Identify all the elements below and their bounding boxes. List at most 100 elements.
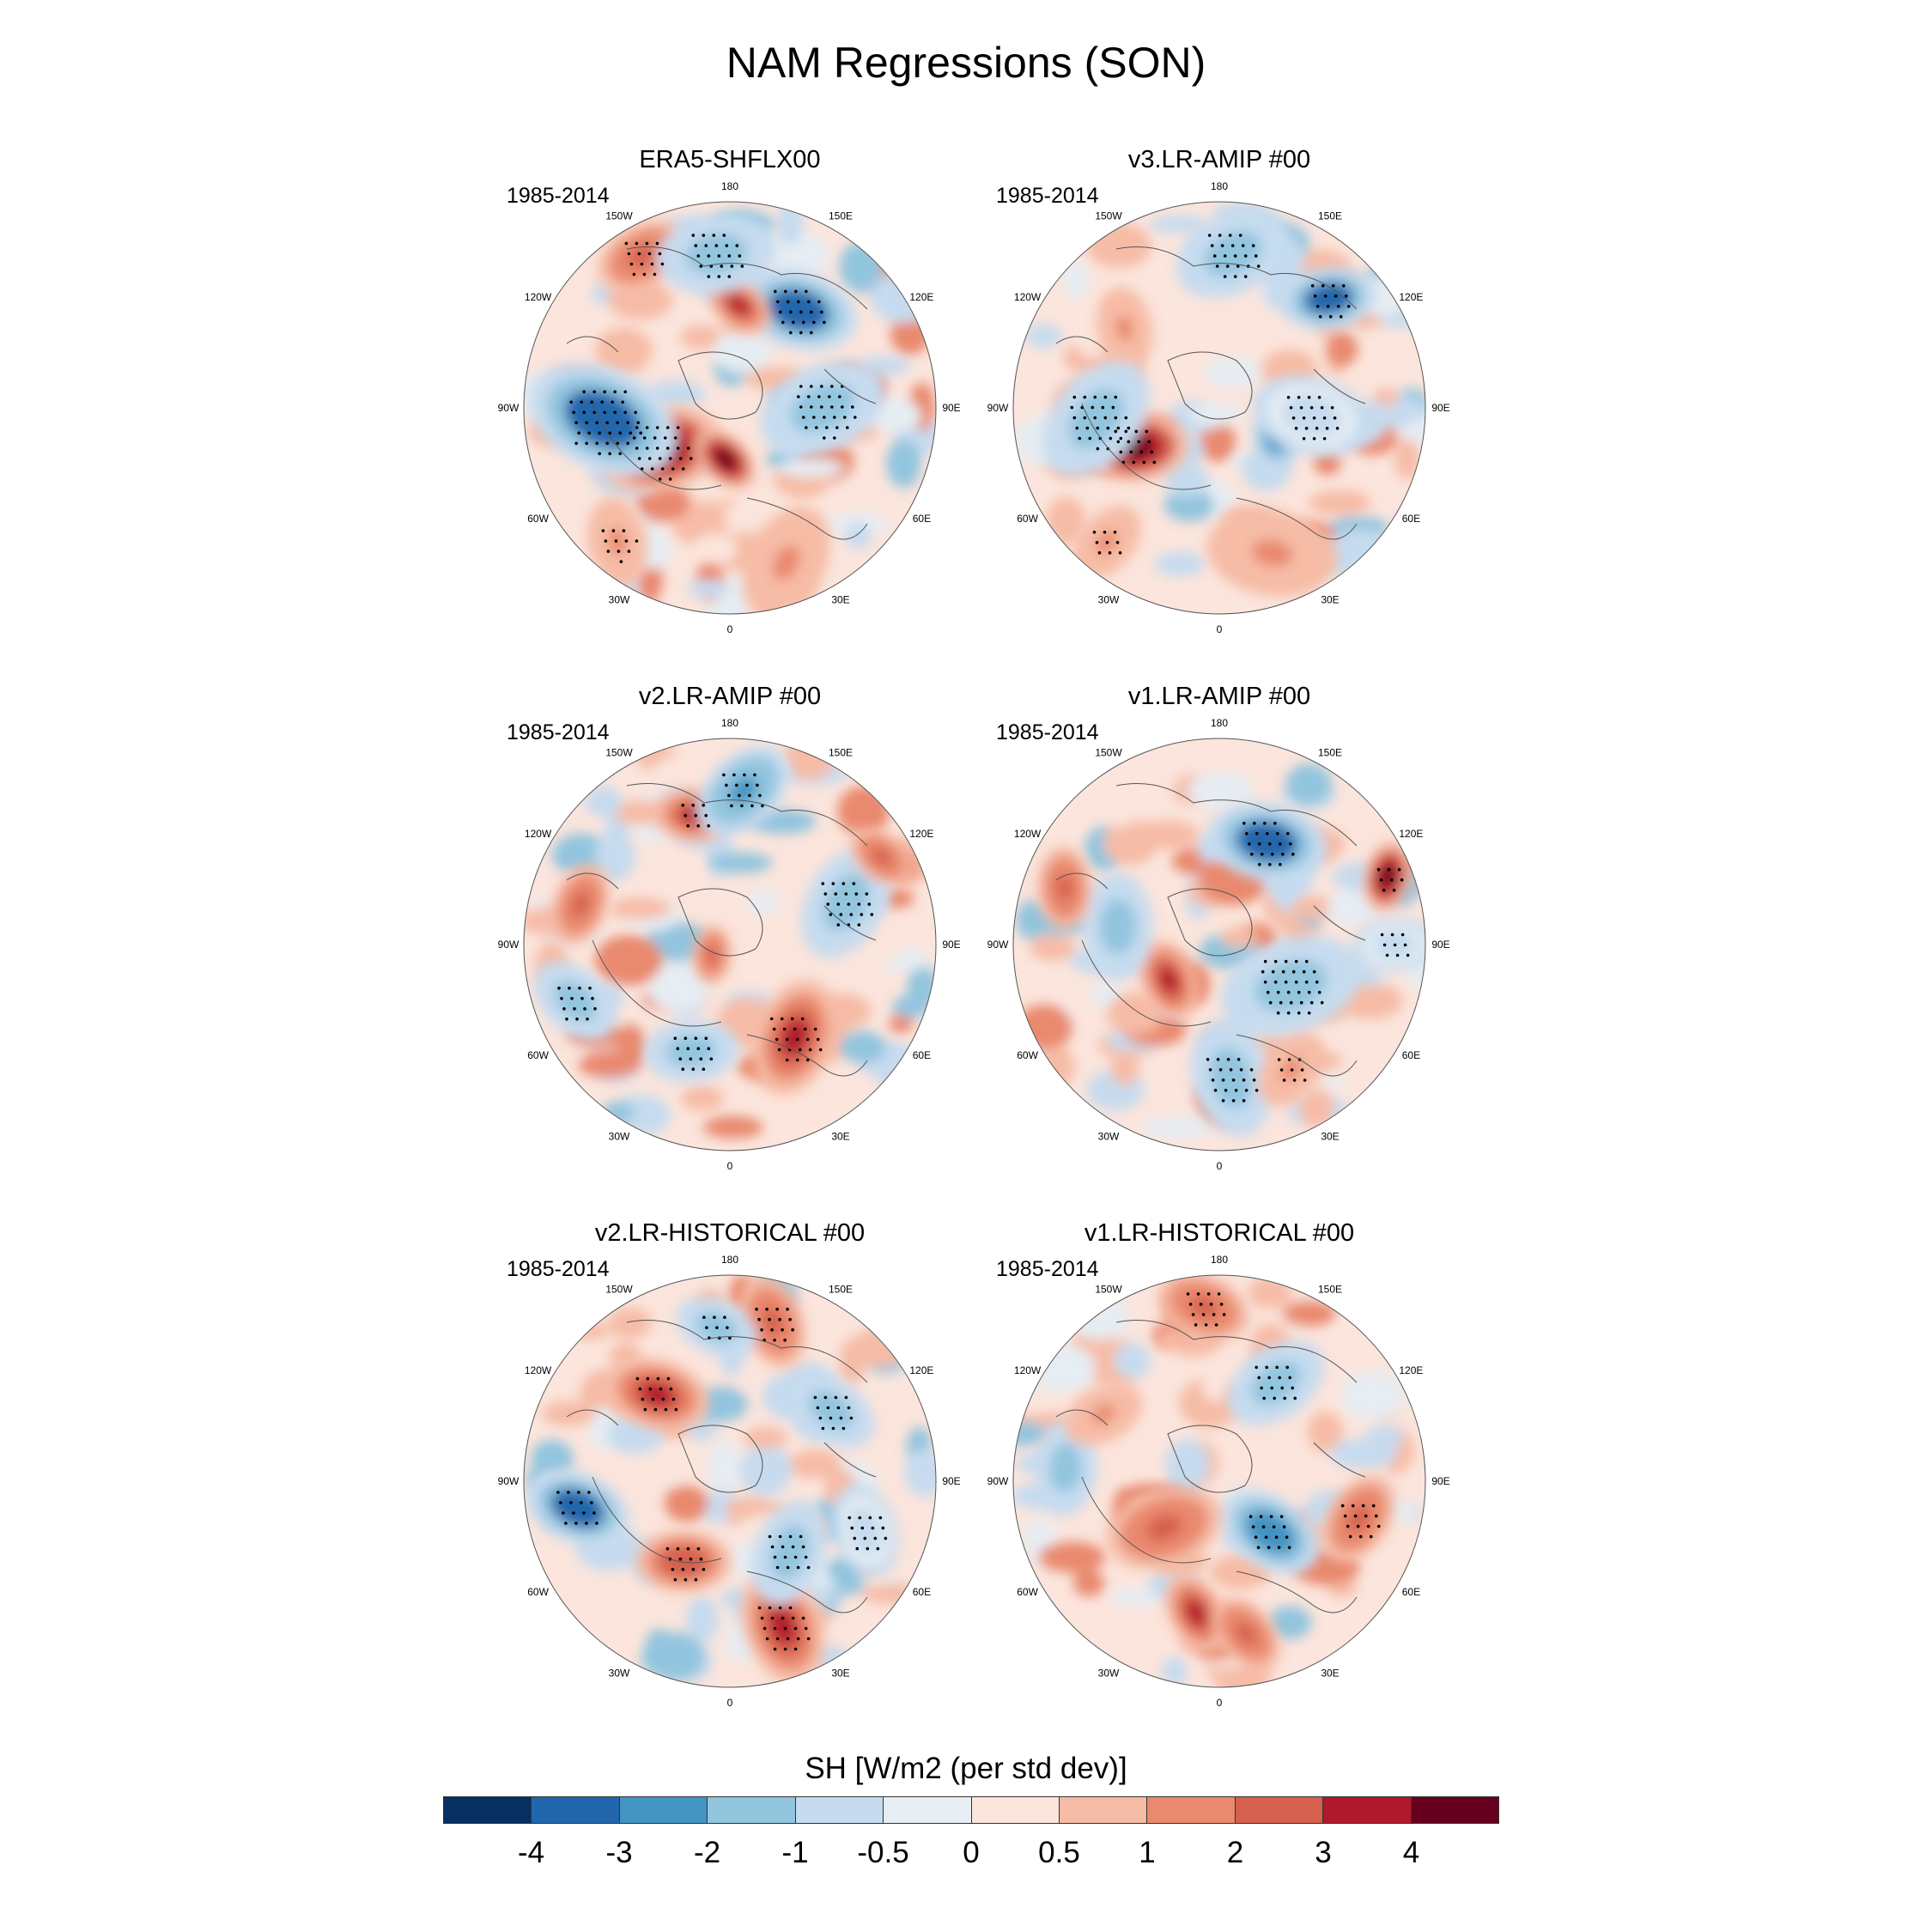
coastline xyxy=(1236,497,1358,540)
colorbar-tick-label: 1 xyxy=(1139,1836,1156,1869)
longitude-label: 30E xyxy=(831,593,849,605)
stipple-dot xyxy=(1106,426,1110,430)
colorbar-swatch xyxy=(971,1797,1060,1823)
stipple-dot xyxy=(802,416,805,419)
stipple-dot xyxy=(1315,980,1319,984)
stipple-dot xyxy=(1256,264,1261,268)
stipple-dot xyxy=(1268,842,1272,846)
stipple-dot xyxy=(1351,1504,1355,1508)
stipple-dot xyxy=(699,1057,703,1060)
field-layer xyxy=(524,738,936,1151)
anomaly-feature xyxy=(780,297,817,323)
stipple-dot xyxy=(1214,1323,1218,1327)
stipple-dot xyxy=(1291,1386,1294,1390)
field-layer xyxy=(1013,1275,1425,1687)
stipple-dot xyxy=(1256,1546,1261,1549)
stipple-dot xyxy=(1333,416,1337,420)
stipple-dot xyxy=(1255,1089,1259,1092)
stipple-dot xyxy=(702,1067,706,1071)
feature-layer xyxy=(526,1275,899,1685)
stipple-dot xyxy=(634,410,637,415)
stipple-dot xyxy=(1260,1386,1263,1390)
coastline xyxy=(823,1442,877,1478)
stipple-dot xyxy=(850,1526,854,1530)
stipple-dot xyxy=(1299,1000,1303,1005)
stipple-dot xyxy=(1070,405,1074,410)
stipple-dot xyxy=(1105,541,1109,544)
longitude-label: 120W xyxy=(525,291,552,303)
stipple-dot xyxy=(773,1555,777,1559)
stipple-dot xyxy=(655,426,659,429)
colorbar-swatch xyxy=(1235,1797,1324,1823)
stipple-dot xyxy=(578,987,581,990)
stipple-dot xyxy=(1340,1504,1345,1508)
longitude-label: 90E xyxy=(942,939,960,951)
coastlines xyxy=(1055,246,1366,540)
coastlines xyxy=(566,246,877,540)
stipple-dot xyxy=(617,550,621,553)
stipple-dot xyxy=(1097,551,1102,555)
stipple-dot xyxy=(1083,395,1087,399)
stipple-dot xyxy=(867,902,872,906)
stipple-dot xyxy=(1283,1396,1286,1400)
stipple-dot xyxy=(673,436,677,440)
stipple-dot xyxy=(717,275,721,278)
colorbar-tick-label: -3 xyxy=(605,1836,633,1869)
stipple-dot xyxy=(1103,395,1108,399)
stipple-dot xyxy=(1358,1534,1363,1539)
anomaly-blob xyxy=(671,848,702,896)
stipple-dot xyxy=(1207,234,1212,237)
stipple-dot xyxy=(681,804,684,807)
stipple-dot xyxy=(799,385,803,388)
stipple-dot xyxy=(1291,853,1295,856)
stipple-dot xyxy=(637,252,641,256)
coastline xyxy=(823,905,877,941)
stipple-dot xyxy=(756,783,759,787)
stipple-dot xyxy=(713,1315,716,1319)
stipple-dot xyxy=(727,275,732,278)
stipple-dot xyxy=(709,1057,714,1060)
stipple-dot xyxy=(1336,305,1340,308)
stipple-dot xyxy=(622,529,626,532)
stipple-dot xyxy=(1374,1514,1378,1518)
stipple-dot xyxy=(1270,1386,1273,1390)
stipple-dot xyxy=(580,400,583,404)
stipple-dot xyxy=(707,254,711,258)
stipple-dot xyxy=(595,1522,598,1525)
stipple-dot xyxy=(804,1626,808,1631)
significance-stipple xyxy=(556,1307,888,1651)
colorbar-tick-label: -1 xyxy=(781,1836,809,1869)
stipple-dot xyxy=(1353,1514,1358,1518)
stipple-dot xyxy=(704,244,708,247)
anomaly-blob xyxy=(708,852,773,873)
stipple-dot xyxy=(668,477,672,481)
stipple-dot xyxy=(1229,1068,1233,1072)
stipple-dot xyxy=(1271,969,1275,974)
stipple-dot xyxy=(1226,1058,1230,1061)
stipple-dot xyxy=(1230,244,1235,247)
stipple-dot xyxy=(720,264,724,268)
anomaly-blob xyxy=(757,944,789,975)
polar-map: 180 150E 120E 90E 60E 30E 0 30W 60W 90W 120W 150W xyxy=(987,717,1450,1172)
stipple-dot xyxy=(813,1027,817,1031)
stipple-dot xyxy=(748,793,751,798)
stipple-dot xyxy=(1279,842,1282,846)
longitude-label: 60E xyxy=(913,1049,931,1061)
stipple-dot xyxy=(642,436,647,440)
stipple-dot xyxy=(735,783,738,787)
stipple-dot xyxy=(857,923,861,927)
stipple-dot xyxy=(646,1376,650,1381)
anomaly-blob xyxy=(584,786,623,817)
stipple-dot xyxy=(1400,933,1405,937)
stipple-dot xyxy=(1257,1376,1261,1380)
stipple-dot xyxy=(694,1036,698,1040)
stipple-dot xyxy=(799,405,803,409)
stipple-dot xyxy=(1088,436,1092,440)
stipple-dot xyxy=(1233,275,1237,278)
coastline xyxy=(1167,351,1253,420)
stipple-dot xyxy=(1220,244,1224,247)
stipple-dot xyxy=(768,1534,772,1539)
colorbar-swatch xyxy=(1411,1797,1499,1823)
stipple-dot xyxy=(696,254,701,258)
stipple-dot xyxy=(1406,953,1410,957)
